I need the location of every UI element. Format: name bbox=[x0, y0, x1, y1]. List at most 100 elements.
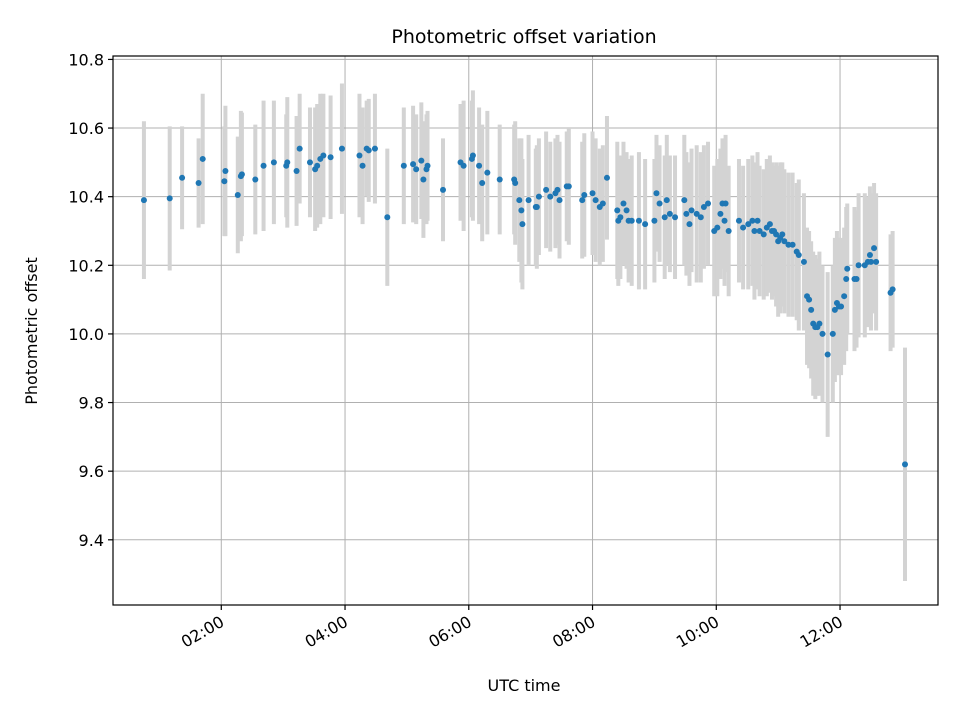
data-point bbox=[179, 174, 186, 181]
data-point bbox=[338, 145, 345, 152]
data-point bbox=[666, 210, 673, 217]
x-axis-label: UTC time bbox=[488, 676, 561, 695]
data-point bbox=[829, 330, 836, 337]
data-point bbox=[599, 200, 606, 207]
data-point bbox=[806, 296, 813, 303]
data-point bbox=[623, 207, 630, 214]
data-point bbox=[140, 197, 147, 204]
data-point bbox=[681, 197, 688, 204]
data-point bbox=[525, 197, 532, 204]
data-point bbox=[831, 306, 838, 313]
data-point bbox=[653, 190, 660, 197]
data-point bbox=[418, 157, 425, 164]
data-point bbox=[722, 200, 729, 207]
data-point bbox=[252, 176, 259, 183]
y-tick-label: 10.0 bbox=[68, 325, 104, 344]
data-point bbox=[589, 190, 596, 197]
data-point bbox=[635, 217, 642, 224]
data-point bbox=[284, 159, 291, 166]
data-point bbox=[867, 258, 874, 265]
x-tick-label: 02:00 bbox=[178, 612, 227, 652]
data-point bbox=[628, 217, 635, 224]
data-point bbox=[824, 351, 831, 358]
data-point bbox=[469, 152, 476, 159]
data-point bbox=[717, 210, 724, 217]
data-point bbox=[873, 258, 880, 265]
data-point bbox=[554, 186, 561, 193]
data-point bbox=[866, 252, 873, 259]
data-point bbox=[808, 306, 815, 313]
data-point bbox=[293, 167, 300, 174]
data-point bbox=[766, 221, 773, 228]
data-point bbox=[533, 203, 540, 210]
data-point bbox=[460, 162, 467, 169]
data-point bbox=[410, 161, 417, 168]
data-point bbox=[661, 214, 668, 221]
data-point bbox=[754, 217, 761, 224]
chart-title: Photometric offset variation bbox=[391, 26, 656, 48]
data-point bbox=[651, 217, 658, 224]
data-point bbox=[384, 214, 391, 221]
data-point bbox=[306, 159, 313, 166]
data-point bbox=[565, 183, 572, 190]
data-point bbox=[749, 217, 756, 224]
y-tick-label: 10.4 bbox=[68, 188, 104, 207]
data-point bbox=[779, 231, 786, 238]
data-point bbox=[614, 207, 621, 214]
data-point bbox=[535, 193, 542, 200]
data-point bbox=[740, 224, 747, 231]
data-point bbox=[479, 179, 486, 186]
data-point bbox=[581, 191, 588, 198]
data-point bbox=[270, 159, 277, 166]
data-point bbox=[617, 214, 624, 221]
y-tick-label: 10.6 bbox=[68, 119, 104, 138]
data-point bbox=[700, 203, 707, 210]
data-point bbox=[547, 193, 554, 200]
data-point bbox=[620, 200, 627, 207]
data-point bbox=[841, 293, 848, 300]
data-point bbox=[838, 303, 845, 310]
data-point bbox=[663, 197, 670, 204]
x-tick-label: 04:00 bbox=[302, 612, 351, 652]
data-point bbox=[642, 221, 649, 228]
y-tick-label: 10.2 bbox=[68, 256, 104, 275]
data-point bbox=[785, 241, 792, 248]
data-point bbox=[672, 214, 679, 221]
data-point bbox=[693, 210, 700, 217]
y-tick-label: 9.4 bbox=[79, 531, 104, 550]
data-point bbox=[556, 197, 563, 204]
data-point bbox=[476, 162, 483, 169]
data-point bbox=[843, 276, 850, 283]
data-points bbox=[140, 145, 908, 468]
data-point bbox=[656, 200, 663, 207]
data-point bbox=[781, 238, 788, 245]
data-point bbox=[714, 224, 721, 231]
data-point bbox=[440, 186, 446, 193]
x-tick-label: 08:00 bbox=[549, 612, 598, 652]
data-point bbox=[518, 207, 525, 214]
data-point bbox=[773, 231, 780, 238]
data-point bbox=[195, 179, 202, 186]
data-point bbox=[221, 178, 228, 185]
data-point bbox=[725, 227, 732, 234]
data-point bbox=[314, 162, 321, 169]
data-point bbox=[413, 166, 420, 173]
x-axis-ticks: 02:00 04:00 06:00 08:00 10:00 12:00 bbox=[178, 605, 846, 652]
data-point bbox=[222, 167, 229, 174]
y-axis-ticks: 9.4 9.6 9.8 10.0 10.2 10.4 10.6 10.8 bbox=[68, 50, 113, 550]
error-bars bbox=[141, 83, 907, 581]
data-point bbox=[871, 245, 878, 252]
data-point bbox=[519, 221, 526, 228]
data-point bbox=[795, 252, 802, 259]
data-point bbox=[686, 221, 693, 228]
data-point bbox=[356, 152, 363, 159]
data-point bbox=[844, 265, 851, 272]
plot-frame bbox=[112, 55, 939, 606]
data-point bbox=[705, 200, 712, 207]
x-tick-label: 06:00 bbox=[425, 612, 474, 652]
data-point bbox=[365, 147, 372, 154]
data-point bbox=[735, 217, 742, 224]
data-point bbox=[853, 276, 860, 283]
x-tick-label: 12:00 bbox=[797, 612, 846, 652]
